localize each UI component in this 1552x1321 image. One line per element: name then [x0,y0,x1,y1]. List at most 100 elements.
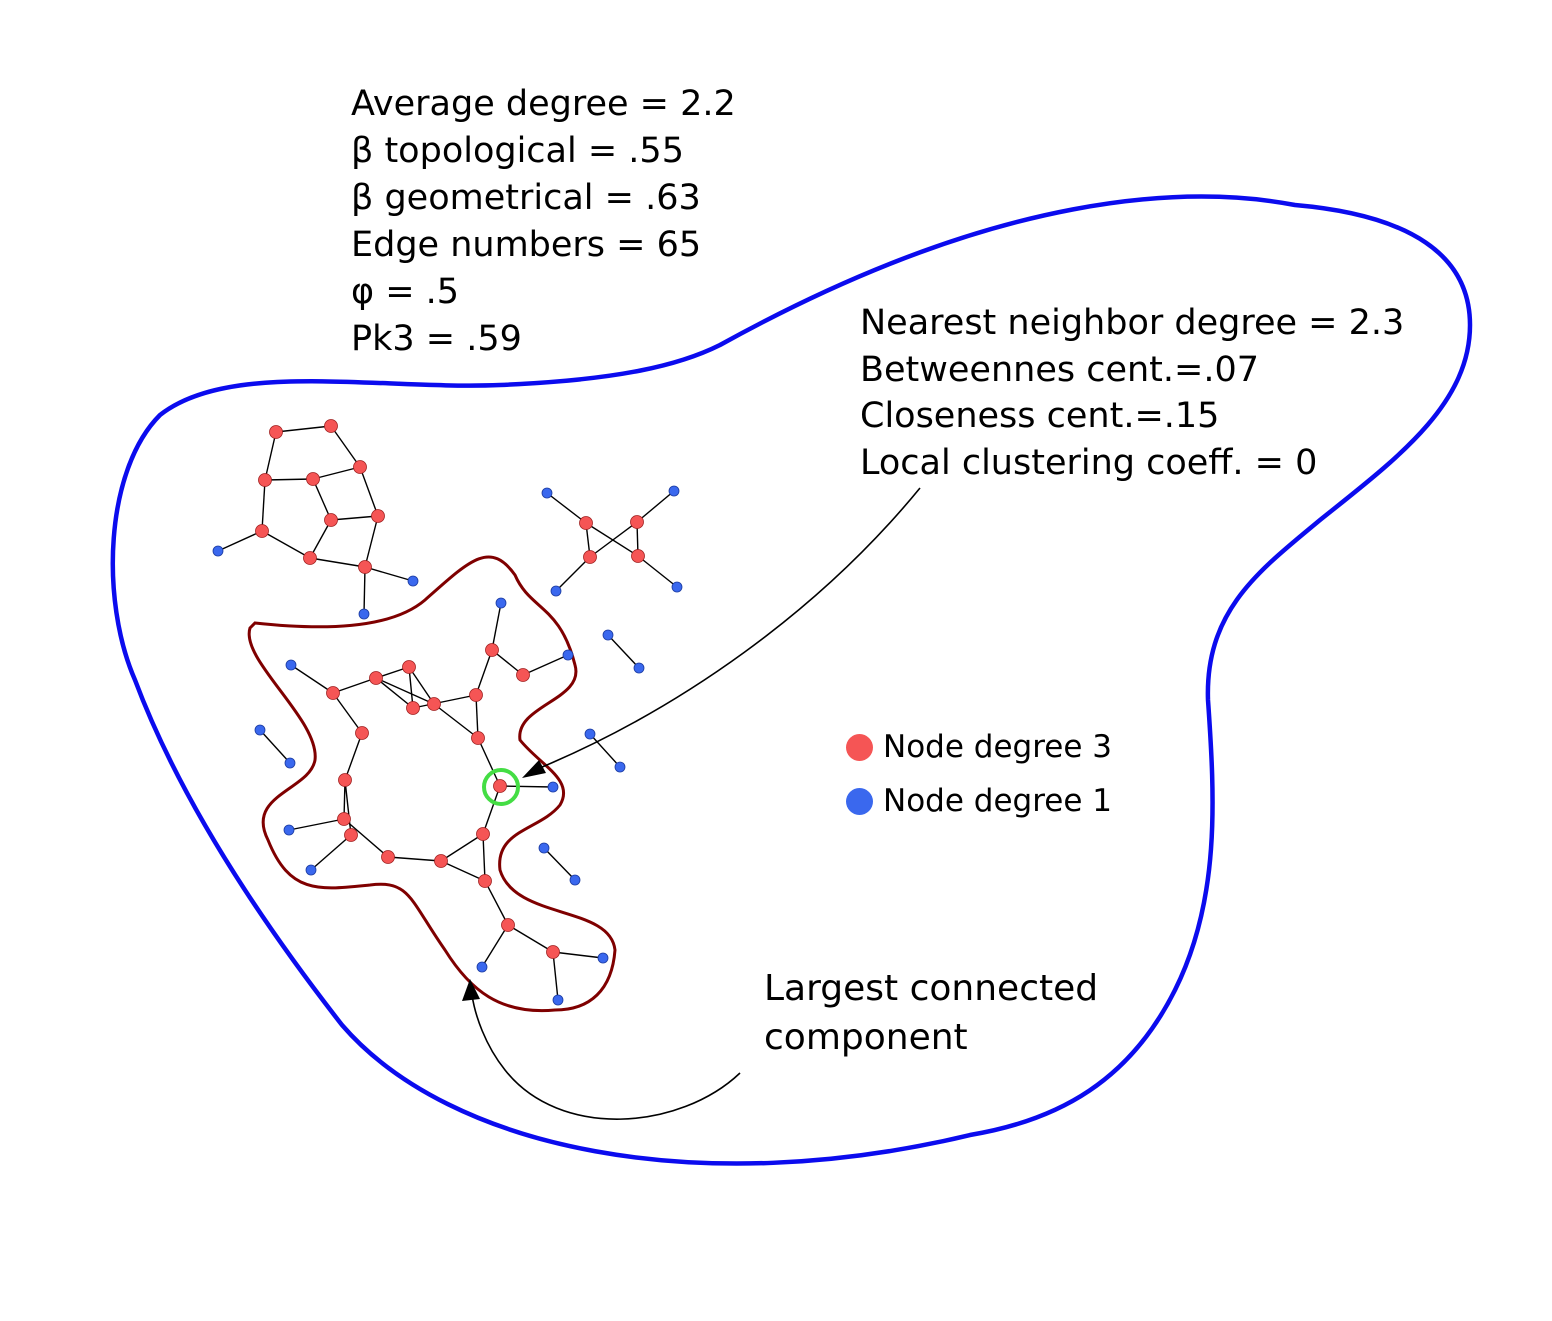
network-edge [482,833,486,882]
node-degree-3 [493,779,507,793]
network-edge [288,818,345,831]
network-edge [261,479,266,532]
lcc-label-line-2: component [764,1017,968,1058]
network-edge [482,785,501,835]
network-edge [636,490,675,523]
node-degree-1 [602,629,614,641]
node-degree-1 [614,761,626,773]
largest-component-boundary [247,555,617,1013]
node-degree-3 [344,828,358,842]
network-edge [607,634,640,669]
node-degree-3 [371,509,385,523]
network-edge [408,666,435,705]
network-edge [543,847,576,881]
legend-swatch-red-dot [846,733,873,761]
node-degree-3 [478,874,492,888]
node-degree-1 [541,487,553,499]
network-edge [261,530,311,559]
node-degree-3 [579,516,593,530]
network-edge [552,951,559,1001]
node-degree-3 [255,524,269,538]
network-edge [312,466,361,480]
network-edge [332,692,363,734]
network-edge [375,677,414,709]
node-stats-arrow [534,487,921,771]
network-edge [359,466,379,517]
node-stats: Nearest neighbor degree = 2.3 Betweennes… [860,300,1404,486]
node-degree-1 [547,781,559,793]
node-degree-1 [254,724,266,736]
node-degree-3 [471,731,485,745]
network-edge [440,833,484,862]
lcc-arrowhead [462,979,480,1001]
node-degree-3 [434,854,448,868]
node-degree-3 [516,668,530,682]
network-edge [344,732,363,781]
network-edge [475,694,479,739]
node-degree-3 [381,850,395,864]
node-degree-3 [402,660,416,674]
network-edge [343,818,389,858]
node-degree-1 [562,649,574,661]
legend: Node degree 3 Node degree 1 [846,720,1112,828]
node-degree-1 [671,581,683,593]
node-degree-3 [583,550,597,564]
node-degree-1 [597,952,609,964]
network-edge [433,703,479,739]
node-degree-3 [358,560,372,574]
network-edge [275,425,332,433]
network-edge [491,602,502,651]
network-edge [264,478,314,481]
stat-edge-numbers: Edge numbers = 65 [351,225,702,265]
network-edge [546,492,587,524]
node-degree-1 [538,842,550,854]
node-degree-1 [285,659,297,671]
legend-label: Node degree 3 [883,729,1112,765]
network-edge [375,677,435,705]
node-degree-1 [552,994,564,1006]
lcc-arrow [471,994,741,1120]
network-edge [309,557,366,568]
node-degree-1 [212,545,224,557]
node-degree-1 [284,757,296,769]
node-degree-3 [469,688,483,702]
network-edge [589,521,638,558]
selected-node-highlight-ring [482,768,520,806]
network-edge [412,694,477,709]
node-degree-3 [258,473,272,487]
network-edge [364,515,379,568]
network-edge [290,664,334,694]
stat-nearest-neighbor-degree: Nearest neighbor degree = 2.3 [860,303,1405,343]
network-edge [477,737,501,787]
network-edge [484,880,509,926]
node-degree-1 [569,874,581,886]
node-degree-1 [476,961,488,973]
node-degree-3 [501,918,515,932]
network-edge [312,478,332,521]
network-edge [344,779,352,836]
node-degree-3 [427,697,441,711]
network-edge [475,649,493,696]
node-stats-arrowhead [522,760,546,778]
network-edge [363,566,366,615]
node-degree-3 [369,671,383,685]
network-edge [217,530,263,552]
network-edge [499,785,554,788]
nodes-layer [212,419,683,1006]
node-degree-1 [495,597,507,609]
node-degree-3 [353,460,367,474]
node-degree-1 [584,728,596,740]
node-degree-1 [407,575,419,587]
largest-component-label: Largest connected component [764,964,1098,1062]
stat-pk3: Pk3 = .59 [351,319,522,359]
stat-betweenness: Betweennes cent.=.07 [860,349,1260,390]
stat-average-degree: Average degree = 2.2 [351,84,736,124]
stat-phi: φ = .5 [351,272,460,312]
network-edge [364,566,414,582]
network-edge [585,522,639,557]
network-edge [330,515,379,521]
stat-beta-geometrical: β geometrical = .63 [351,178,701,218]
node-degree-3 [337,812,351,826]
network-edge [309,519,332,559]
